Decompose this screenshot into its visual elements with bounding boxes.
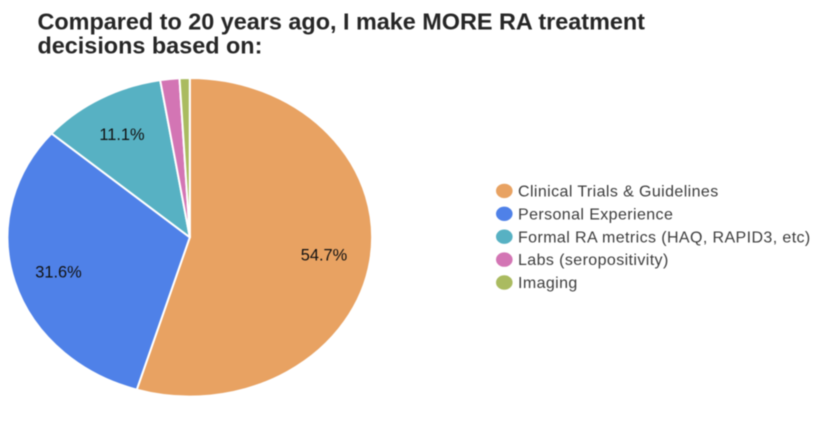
- svg-text:Clinical Trials & Guidelines: Clinical Trials & Guidelines: [518, 184, 719, 201]
- svg-text:Personal Experience: Personal Experience: [518, 206, 673, 223]
- svg-text:54.7%: 54.7%: [301, 247, 347, 265]
- svg-text:Labs (seropositivity): Labs (seropositivity): [518, 252, 669, 269]
- svg-text:31.6%: 31.6%: [35, 263, 81, 281]
- svg-text:11.1%: 11.1%: [99, 126, 144, 144]
- svg-text:Imaging: Imaging: [518, 275, 578, 292]
- svg-text:Compared to 20 years ago, I ma: Compared to 20 years ago, I make MORE RA…: [38, 9, 646, 35]
- svg-text:Formal RA metrics (HAQ, RAPID3: Formal RA metrics (HAQ, RAPID3, etc): [518, 229, 811, 246]
- svg-text:decisions based on:: decisions based on:: [38, 32, 263, 58]
